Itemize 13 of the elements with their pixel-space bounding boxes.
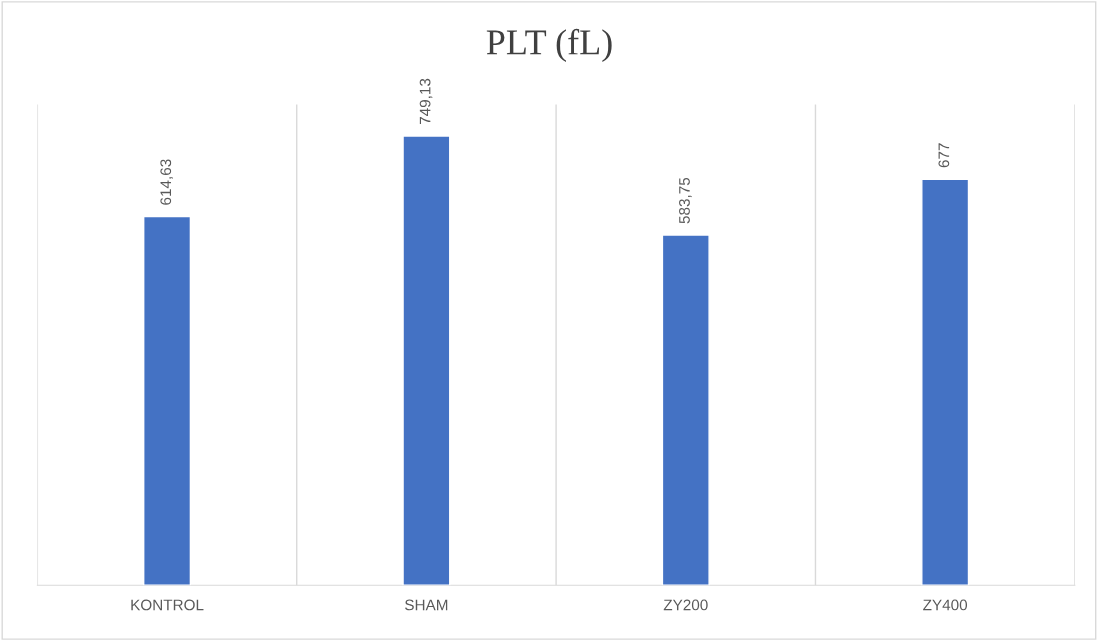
data-label: 677 (938, 143, 950, 168)
bar (921, 178, 970, 586)
bar (402, 135, 451, 586)
bar (143, 215, 192, 586)
x-tick-label: KONTROL (131, 599, 204, 611)
bar (661, 234, 710, 586)
data-label: 614,63 (160, 159, 173, 205)
data-label: 749,13 (419, 78, 433, 125)
x-tick-label: SHAM (405, 599, 448, 611)
data-label: 583,75 (679, 177, 692, 224)
chart-title: PLT (fL) (486, 28, 612, 62)
x-tick-label: ZY400 (923, 599, 968, 611)
x-tick-label: ZY200 (663, 599, 708, 611)
